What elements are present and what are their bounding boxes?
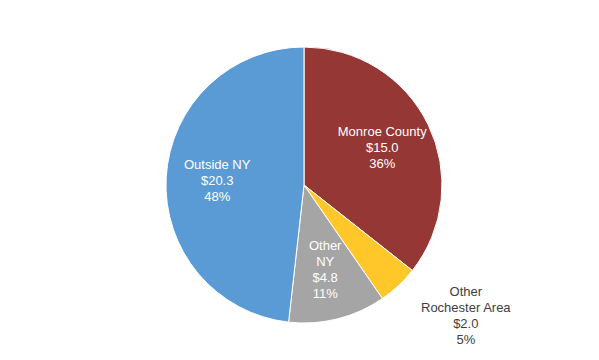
svg-text:OtherRochester Area$2.05%: OtherRochester Area$2.05%	[421, 283, 511, 346]
svg-text:OtherNY$4.811%: OtherNY$4.811%	[309, 238, 342, 301]
svg-text:Monroe County$15.036%: Monroe County$15.036%	[338, 124, 427, 171]
svg-text:Outside NY$20.348%: Outside NY$20.348%	[184, 157, 251, 204]
